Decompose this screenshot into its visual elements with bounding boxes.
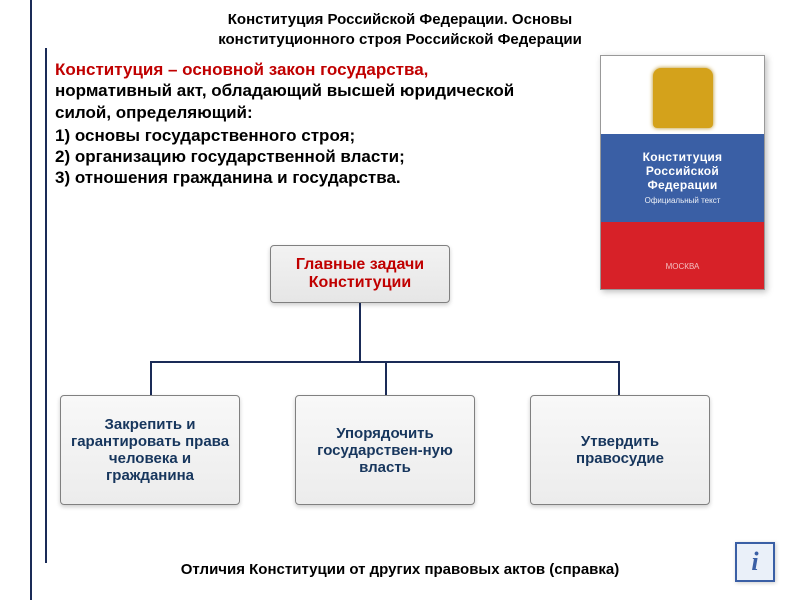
book-cover: Конституция Российской Федерации Официал… (600, 55, 765, 290)
definition-black: нормативный акт, обладающий высшей юриди… (55, 81, 514, 121)
info-icon[interactable]: i (735, 542, 775, 582)
definition-block: Конституция – основной закон государства… (0, 54, 560, 194)
book-stripe-white (601, 56, 764, 134)
def-item-1: 1) основы государственного строя; (55, 125, 530, 146)
def-item-3: 3) отношения гражданина и государства. (55, 167, 530, 188)
book-title: Конституция (643, 150, 723, 164)
book-note: Официальный текст (645, 196, 721, 205)
coat-of-arms-icon (653, 68, 713, 128)
book-place: МОСКВА (601, 222, 764, 271)
connector-to-task3 (618, 361, 620, 395)
task-box-1: Закрепить и гарантировать права человека… (60, 395, 240, 505)
book-stripe-red: МОСКВА (601, 222, 764, 289)
def-item-2: 2) организацию государственной власти; (55, 146, 530, 167)
connector-to-task2 (385, 361, 387, 395)
task-box-3: Утвердить правосудие (530, 395, 710, 505)
connector-to-task1 (150, 361, 152, 395)
header-line2: конституционного строя Российской Федера… (40, 30, 760, 50)
center-box: Главные задачи Конституции (270, 245, 450, 303)
connector-center-down (359, 303, 361, 363)
task-box-2: Упорядочить государствен-ную власть (295, 395, 475, 505)
vertical-line-inner (45, 48, 47, 563)
header-line1: Конституция Российской Федерации. Основы (40, 10, 760, 30)
footer-text: Отличия Конституции от других правовых а… (0, 561, 800, 578)
book-subtitle1: Российской (646, 164, 719, 178)
definition-list: 1) основы государственного строя; 2) орг… (55, 125, 530, 189)
definition-red: Конституция – основной закон государства… (55, 60, 428, 79)
vertical-line-outer (30, 0, 32, 600)
book-subtitle2: Федерации (647, 178, 717, 192)
page-header: Конституция Российской Федерации. Основы… (0, 0, 800, 54)
book-stripe-blue: Конституция Российской Федерации Официал… (601, 134, 764, 223)
